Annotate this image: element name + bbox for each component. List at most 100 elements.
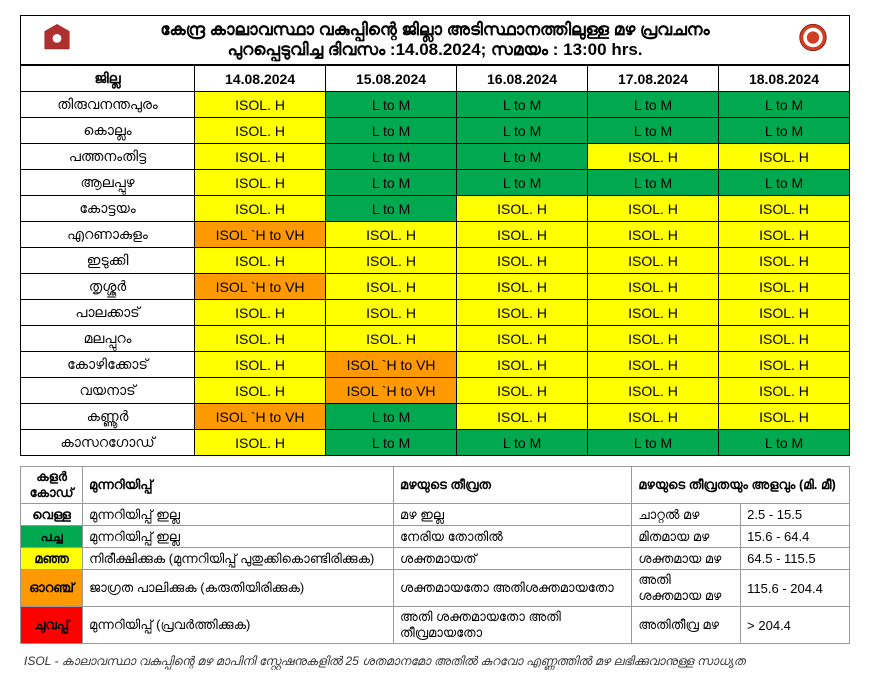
- district-name: ആലപ്പുഴ: [21, 170, 195, 196]
- forecast-cell: ISOL. H: [719, 404, 850, 430]
- forecast-cell: ISOL `H to VH: [195, 404, 326, 430]
- forecast-cell: L to M: [326, 404, 457, 430]
- forecast-cell: ISOL. H: [719, 274, 850, 300]
- forecast-cell: ISOL. H: [195, 92, 326, 118]
- forecast-cell: L to M: [326, 92, 457, 118]
- forecast-cell: L to M: [719, 170, 850, 196]
- forecast-cell: ISOL. H: [719, 144, 850, 170]
- table-row: എറണാകുളംISOL `H to VHISOL. HISOL. HISOL.…: [21, 222, 850, 248]
- forecast-cell: ISOL. H: [195, 144, 326, 170]
- forecast-cell: L to M: [457, 430, 588, 456]
- col-d4: 18.08.2024: [719, 66, 850, 92]
- table-row: കണ്ണൂർISOL `H to VHL to MISOL. HISOL. HI…: [21, 404, 850, 430]
- legend-severity: അതി ശക്തമായതോ അതി തീവ്രമായതോ: [394, 607, 632, 644]
- district-name: കോഴിക്കോട്: [21, 352, 195, 378]
- legend-intensity-label: ശക്തമായ മഴ: [632, 548, 741, 570]
- forecast-cell: ISOL. H: [588, 352, 719, 378]
- forecast-cell: ISOL `H to VH: [195, 222, 326, 248]
- legend-row: ഓറഞ്ച്ജാഗ്രത പാലിക്കുക (കരുതിയിരിക്കുക)ശ…: [21, 570, 850, 607]
- forecast-cell: ISOL. H: [195, 118, 326, 144]
- forecast-cell: ISOL. H: [457, 326, 588, 352]
- forecast-cell: ISOL. H: [588, 274, 719, 300]
- legend-warning: മുന്നറിയിപ്പ് (പ്രവർത്തിക്കുക): [83, 607, 394, 644]
- forecast-cell: L to M: [326, 170, 457, 196]
- forecast-cell: ISOL. H: [719, 300, 850, 326]
- forecast-cell: ISOL. H: [195, 248, 326, 274]
- forecast-cell: ISOL. H: [457, 352, 588, 378]
- table-row: കോട്ടയംISOL. HL to MISOL. HISOL. HISOL. …: [21, 196, 850, 222]
- forecast-cell: L to M: [457, 92, 588, 118]
- legend-severity: നേരിയ തോതിൽ: [394, 526, 632, 548]
- forecast-cell: ISOL. H: [326, 326, 457, 352]
- legend-table: കളർ കോഡ് മുന്നറിയിപ്പ് മഴയുടെ തീവ്രത മഴയ…: [20, 466, 850, 644]
- forecast-cell: ISOL. H: [326, 274, 457, 300]
- table-row: പത്തനംതിട്ടISOL. HL to ML to MISOL. HISO…: [21, 144, 850, 170]
- imd-logo-icon: [795, 23, 831, 58]
- forecast-cell: ISOL. H: [588, 144, 719, 170]
- legend-intensity-label: മിതമായ മഴ: [632, 526, 741, 548]
- legend-warning: നിരീക്ഷിക്കുക (മുന്നറിയിപ്പ് പുതുക്കികൊണ…: [83, 548, 394, 570]
- forecast-cell: ISOL. H: [588, 378, 719, 404]
- legend-col-code: കളർ കോഡ്: [21, 467, 83, 504]
- legend-col-warning: മുന്നറിയിപ്പ്: [83, 467, 394, 504]
- forecast-cell: ISOL. H: [719, 326, 850, 352]
- table-row: ഇടുക്കിISOL. HISOL. HISOL. HISOL. HISOL.…: [21, 248, 850, 274]
- forecast-cell: ISOL `H to VH: [195, 274, 326, 300]
- legend-row: വെള്ളമുന്നറിയിപ്പ് ഇല്ലമഴ ഇല്ലചാറ്റൽ മഴ2…: [21, 504, 850, 526]
- table-row: തിരുവനന്തപുരംISOL. HL to ML to ML to ML …: [21, 92, 850, 118]
- forecast-cell: L to M: [588, 430, 719, 456]
- forecast-header: കേന്ദ്ര കാലാവസ്ഥാ വകുപ്പിന്റെ ജില്ലാ അടി…: [20, 15, 850, 65]
- legend-row: പച്ചമുന്നറിയിപ്പ് ഇല്ലനേരിയ തോതിൽമിതമായ …: [21, 526, 850, 548]
- table-row: വയനാട്ISOL. HISOL `H to VHISOL. HISOL. H…: [21, 378, 850, 404]
- forecast-cell: ISOL. H: [588, 222, 719, 248]
- legend-warning: ജാഗ്രത പാലിക്കുക (കരുതിയിരിക്കുക): [83, 570, 394, 607]
- forecast-cell: ISOL. H: [195, 196, 326, 222]
- govt-emblem-icon: [39, 23, 75, 58]
- forecast-cell: L to M: [719, 118, 850, 144]
- forecast-cell: L to M: [457, 144, 588, 170]
- district-name: മലപ്പുറം: [21, 326, 195, 352]
- legend-intensity-value: 64.5 - 115.5: [741, 548, 850, 570]
- forecast-cell: ISOL. H: [457, 378, 588, 404]
- forecast-cell: L to M: [588, 118, 719, 144]
- legend-row: ചുവപ്പ്മുന്നറിയിപ്പ് (പ്രവർത്തിക്കുക)അതി…: [21, 607, 850, 644]
- forecast-cell: L to M: [457, 170, 588, 196]
- forecast-cell: ISOL `H to VH: [326, 352, 457, 378]
- district-name: കൊല്ലം: [21, 118, 195, 144]
- table-row: കാസറഗോഡ്ISOL. HL to ML to ML to ML to M: [21, 430, 850, 456]
- forecast-cell: ISOL. H: [719, 222, 850, 248]
- forecast-cell: ISOL. H: [195, 326, 326, 352]
- forecast-cell: ISOL. H: [588, 300, 719, 326]
- district-name: ഇടുക്കി: [21, 248, 195, 274]
- forecast-cell: ISOL. H: [588, 196, 719, 222]
- forecast-cell: ISOL. H: [195, 170, 326, 196]
- legend-intensity-label: അതി ശക്തമായ മഴ: [632, 570, 741, 607]
- legend-severity: ശക്തമായതോ അതിശക്തമായതോ: [394, 570, 632, 607]
- col-d0: 14.08.2024: [195, 66, 326, 92]
- header-title-line1: കേന്ദ്ര കാലാവസ്ഥാ വകുപ്പിന്റെ ജില്ലാ അടി…: [160, 20, 709, 40]
- legend-color: വെള്ള: [21, 504, 83, 526]
- forecast-cell: L to M: [719, 92, 850, 118]
- forecast-cell: ISOL. H: [719, 378, 850, 404]
- district-name: കണ്ണൂർ: [21, 404, 195, 430]
- district-name: പത്തനംതിട്ട: [21, 144, 195, 170]
- forecast-cell: L to M: [588, 92, 719, 118]
- forecast-cell: ISOL. H: [326, 300, 457, 326]
- district-name: വയനാട്: [21, 378, 195, 404]
- col-d3: 17.08.2024: [588, 66, 719, 92]
- legend-color: ഓറഞ്ച്: [21, 570, 83, 607]
- forecast-cell: ISOL. H: [457, 196, 588, 222]
- forecast-cell: L to M: [326, 430, 457, 456]
- legend-row: മഞ്ഞനിരീക്ഷിക്കുക (മുന്നറിയിപ്പ് പുതുക്ക…: [21, 548, 850, 570]
- legend-color: മഞ്ഞ: [21, 548, 83, 570]
- table-row: കോഴിക്കോട്ISOL. HISOL `H to VHISOL. HISO…: [21, 352, 850, 378]
- table-row: മലപ്പുറംISOL. HISOL. HISOL. HISOL. HISOL…: [21, 326, 850, 352]
- table-row: കൊല്ലംISOL. HL to ML to ML to ML to M: [21, 118, 850, 144]
- forecast-cell: L to M: [326, 118, 457, 144]
- forecast-cell: ISOL. H: [457, 222, 588, 248]
- forecast-cell: ISOL. H: [457, 274, 588, 300]
- district-name: തിരുവനന്തപുരം: [21, 92, 195, 118]
- forecast-cell: L to M: [326, 144, 457, 170]
- forecast-cell: ISOL. H: [326, 222, 457, 248]
- legend-intensity-value: > 204.4: [741, 607, 850, 644]
